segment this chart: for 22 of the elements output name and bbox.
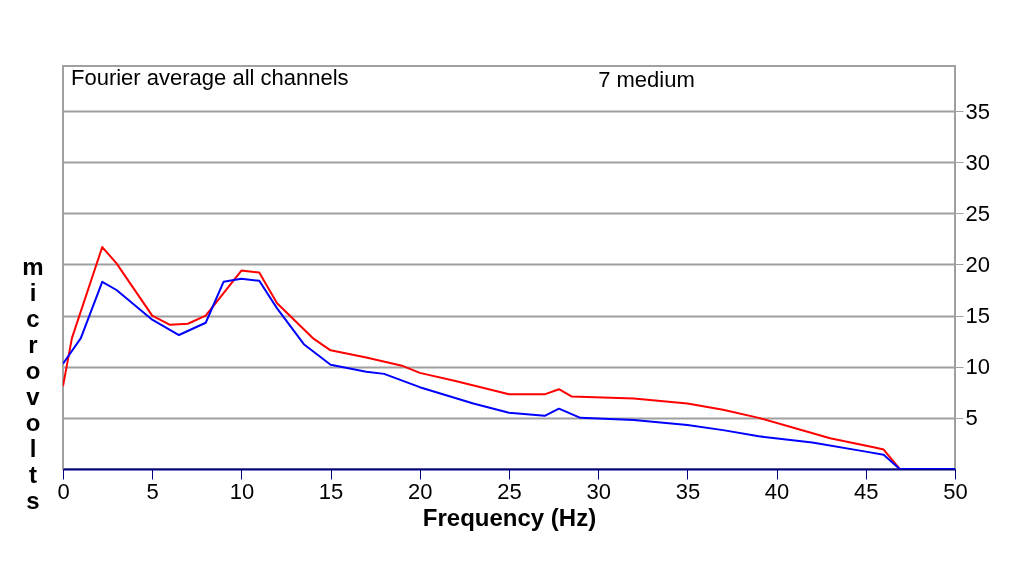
y-tick-label: 10 bbox=[965, 354, 990, 380]
annotation: 7 medium bbox=[598, 67, 695, 92]
x-tick-label: 25 bbox=[497, 478, 522, 504]
y-tick-label: 15 bbox=[965, 303, 990, 329]
y-tick-label: 5 bbox=[965, 405, 978, 431]
x-tick-label: 45 bbox=[854, 478, 879, 504]
y-tick-label: 30 bbox=[965, 149, 990, 175]
x-tick-label: 0 bbox=[57, 478, 70, 504]
x-tick-label: 10 bbox=[229, 478, 255, 504]
chart-title: Fourier average all channels bbox=[71, 65, 349, 90]
x-tick-label: 50 bbox=[943, 478, 968, 504]
x-tick-label: 5 bbox=[146, 478, 159, 504]
x-tick-label: 40 bbox=[764, 478, 790, 504]
x-axis-title: Frequency (Hz) bbox=[422, 503, 597, 531]
y-tick-label: 20 bbox=[965, 251, 990, 277]
text: microvolts bbox=[22, 252, 44, 514]
x-tick-label: 35 bbox=[675, 478, 701, 504]
x-tick-label: 30 bbox=[586, 478, 611, 504]
x-tick-label: 20 bbox=[408, 478, 433, 504]
y-tick-label: 25 bbox=[965, 200, 990, 226]
x-tick-label: 15 bbox=[318, 478, 344, 504]
y-tick-label: 35 bbox=[965, 98, 990, 124]
